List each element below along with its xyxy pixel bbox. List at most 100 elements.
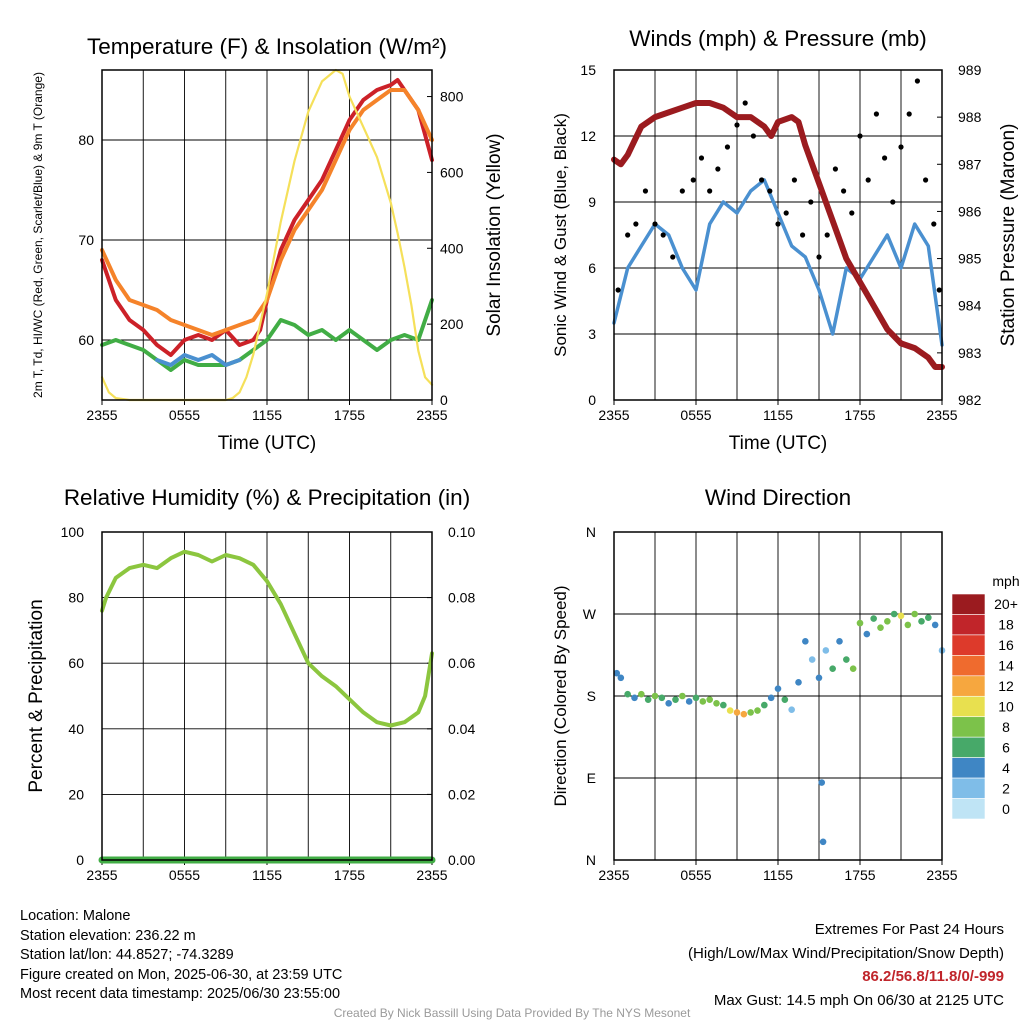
- colorbar-swatch: [951, 614, 986, 636]
- x-tick-label: 2355: [598, 867, 629, 883]
- gust-point: [841, 188, 847, 194]
- colorbar: mph 20+ 18 16 14 12 10 8 6 4 2 0: [951, 573, 1020, 820]
- gust-point: [767, 188, 773, 194]
- latlon-text: Station lat/lon: 44.8527; -74.3289: [20, 947, 234, 964]
- series-line-3: [155, 353, 242, 367]
- series-line-1: [100, 88, 434, 337]
- plot-border: [101, 69, 433, 401]
- y-left-tick-label: 15: [580, 62, 596, 78]
- y-right-tick-label: 0.06: [448, 655, 475, 671]
- gust-point: [936, 287, 942, 293]
- x-tick-label: 2355: [416, 407, 447, 423]
- x-tick-label: 2355: [86, 407, 117, 423]
- plot-border: [101, 531, 433, 861]
- x-tick-label: 1155: [763, 867, 793, 883]
- gust-point: [931, 221, 937, 227]
- gust-point: [857, 133, 863, 139]
- x-tick-label: 1155: [252, 867, 282, 883]
- direction-point: [706, 696, 713, 703]
- series-line-2: [611, 100, 945, 370]
- y-left-tick-label: N: [586, 852, 596, 868]
- gust-point: [783, 210, 789, 216]
- direction-point: [877, 624, 884, 631]
- y-right-tick-label: 984: [958, 298, 982, 314]
- max-gust-text: Max Gust: 14.5 mph On 06/30 at 2125 UTC: [713, 991, 1004, 1009]
- y-right-tick-label: 400: [440, 240, 464, 256]
- direction-point: [911, 610, 918, 618]
- direction-point: [665, 699, 672, 707]
- y-right-axis-label: Solar Insolation (Yellow): [484, 133, 505, 336]
- colorbar-swatch: [951, 777, 986, 799]
- gust-point: [734, 122, 740, 128]
- direction-point: [863, 630, 871, 638]
- direction-point: [849, 665, 857, 672]
- extremes-info: Extremes For Past 24 Hours (High/Low/Max…: [688, 918, 1004, 1012]
- direction-point: [774, 685, 782, 693]
- gust-point: [724, 144, 731, 150]
- gust-point: [914, 78, 921, 84]
- colorbar-swatch: [951, 634, 986, 656]
- colorbar-label: 6: [1002, 739, 1010, 755]
- direction-point: [733, 709, 741, 716]
- x-tick-label: 2355: [598, 407, 629, 423]
- direction-point: [822, 647, 830, 654]
- gust-point: [791, 177, 798, 183]
- direction-point: [713, 699, 720, 707]
- gust-point: [742, 100, 748, 106]
- x-tick-label: 1755: [844, 407, 875, 423]
- x-tick-label: 2355: [416, 867, 447, 883]
- x-axis-label: Time (UTC): [729, 433, 828, 454]
- gust-point: [906, 111, 912, 117]
- gust-point: [698, 155, 705, 161]
- y-right-tick-label: 0.08: [448, 590, 475, 606]
- colorbar-label: 14: [998, 658, 1014, 674]
- created-text: Figure created on Mon, 2025-06-30, at 23…: [20, 966, 343, 983]
- direction-point: [692, 694, 700, 702]
- y-right-tick-label: 0.02: [448, 786, 475, 802]
- gust-point: [775, 221, 781, 227]
- y-left-tick-label: 20: [68, 786, 84, 802]
- gust-point: [625, 232, 631, 238]
- y-right-tick-label: 0.04: [448, 721, 475, 737]
- gust-point: [873, 111, 880, 117]
- direction-point: [829, 665, 836, 672]
- x-tick-label: 0555: [680, 867, 711, 883]
- gust-point: [808, 199, 814, 205]
- gust-point: [800, 232, 806, 238]
- colorbar-swatch: [951, 736, 986, 758]
- y-left-tick-label: 70: [78, 232, 94, 248]
- gust-point: [690, 177, 696, 183]
- direction-point: [884, 617, 891, 625]
- colorbar-swatch: [951, 655, 986, 677]
- direction-point: [644, 696, 652, 703]
- y-left-tick-label: 60: [78, 332, 94, 348]
- colorbar-swatch: [951, 798, 986, 820]
- x-tick-label: 1755: [334, 867, 365, 883]
- location-text: Location: Malone: [20, 908, 131, 924]
- direction-point: [836, 638, 843, 645]
- y-right-tick-label: 800: [440, 89, 464, 105]
- direction-point: [679, 692, 686, 700]
- y-left-tick-label: 60: [68, 655, 84, 671]
- direction-point: [754, 707, 761, 714]
- direction-point: [904, 621, 912, 629]
- plot-border: [613, 531, 943, 861]
- y-right-tick-label: 200: [440, 316, 464, 332]
- colorbar-label: 18: [998, 617, 1014, 633]
- direction-point: [658, 694, 666, 702]
- gust-point: [642, 188, 649, 194]
- y-right-tick-label: 986: [958, 203, 982, 219]
- direction-point: [795, 679, 802, 686]
- gust-point: [660, 232, 666, 238]
- gust-point: [882, 155, 888, 161]
- direction-point: [931, 621, 939, 629]
- x-tick-label: 2355: [926, 867, 957, 883]
- panel-2: Winds (mph) & Pressure (mb) 2355 0555 1155 1…: [551, 26, 1019, 454]
- gust-point: [707, 188, 713, 194]
- direction-point: [651, 692, 659, 700]
- credit-text: Created By Nick Bassill Using Data Provi…: [333, 1006, 691, 1020]
- direction-point: [918, 617, 925, 625]
- gust-point: [679, 188, 685, 194]
- direction-point: [815, 674, 823, 682]
